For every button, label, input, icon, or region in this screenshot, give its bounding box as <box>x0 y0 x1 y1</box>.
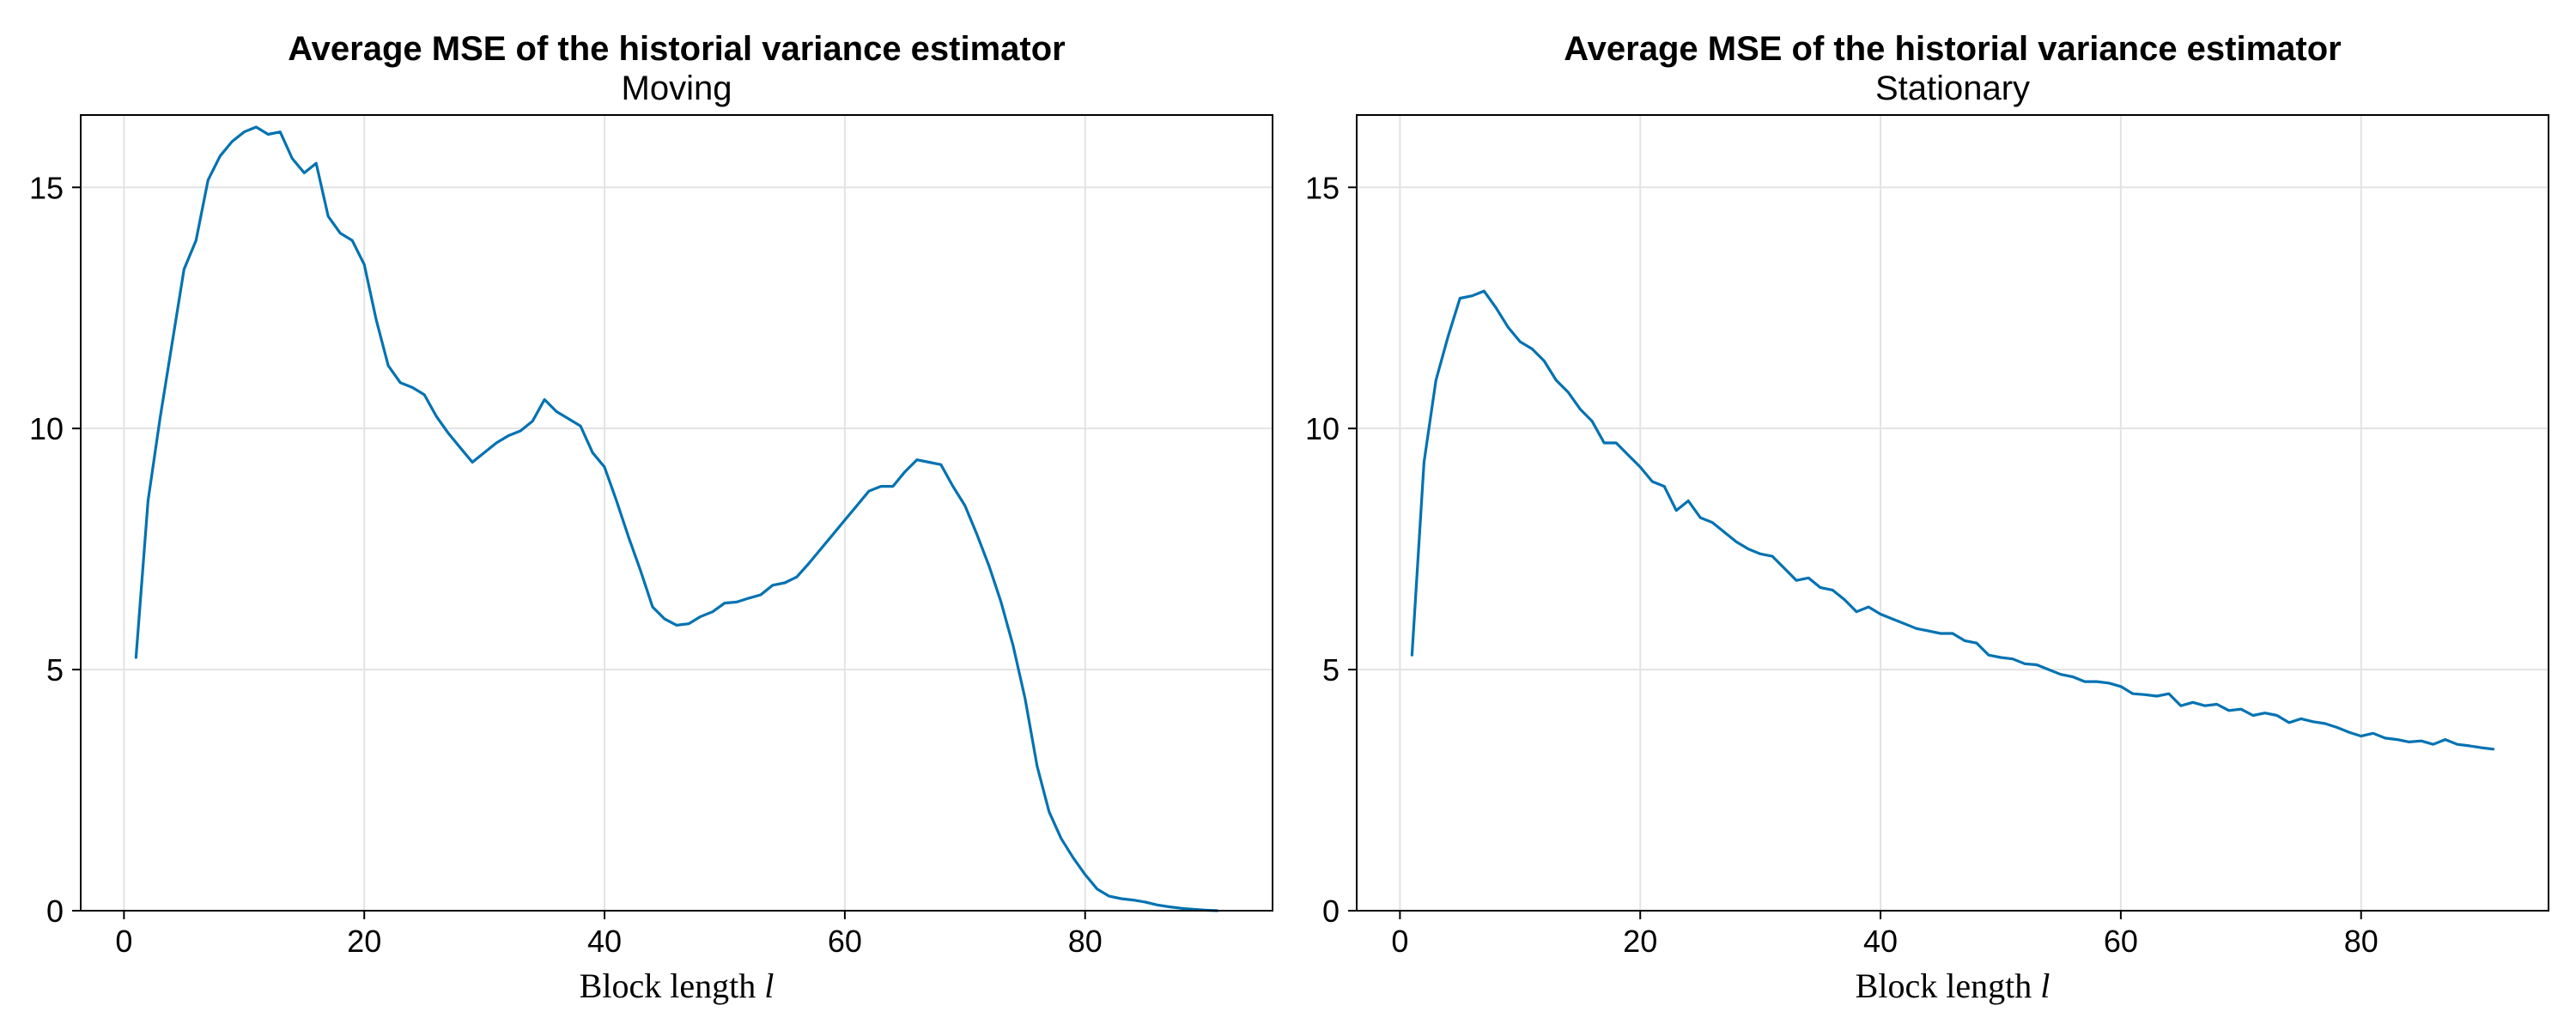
y-tick-label: 15 <box>29 170 64 205</box>
chart-subtitle: Stationary <box>1875 70 2030 107</box>
series-line <box>134 125 1219 912</box>
x-tick-label: 40 <box>1863 924 1898 959</box>
x-axis-label-text: Block length <box>1856 966 2041 1005</box>
x-axis-label-text: Block length <box>580 966 765 1005</box>
y-tick-label: 10 <box>1305 411 1340 446</box>
y-tick-label: 5 <box>1322 652 1340 688</box>
chart-panel-moving: 0 20 40 60 80 0 5 10 15 Average MSE of the histor… <box>29 30 1273 1005</box>
series-line <box>1410 289 2495 751</box>
chart-title: Average MSE of the historial variance es… <box>288 30 1066 68</box>
plot-frame <box>1356 114 2549 912</box>
x-axis-label-variable: l <box>2040 966 2050 1005</box>
y-tick-label: 5 <box>46 652 64 688</box>
y-tick-label: 0 <box>1322 894 1340 929</box>
x-tick-label: 80 <box>2344 924 2379 959</box>
x-tick-label: 20 <box>1623 924 1657 959</box>
x-tick-label: 60 <box>2104 924 2138 959</box>
x-tick-label: 40 <box>587 924 622 959</box>
x-tick-label: 80 <box>1068 924 1103 959</box>
y-tick-label: 0 <box>46 894 64 929</box>
x-axis-label-variable: l <box>764 966 774 1005</box>
chart-panel-stationary: 0 20 40 60 80 0 5 10 15 Average MSE of the histor… <box>1305 30 2549 1005</box>
x-axis-label: Block length l <box>1856 966 2050 1005</box>
x-axis-label: Block length l <box>580 966 775 1005</box>
plot-frame <box>80 114 1273 912</box>
x-tick-label: 0 <box>1391 924 1408 959</box>
y-tick-label: 10 <box>29 411 64 446</box>
y-tick-label: 15 <box>1305 170 1340 205</box>
chart-title: Average MSE of the historial variance es… <box>1564 30 2342 68</box>
x-tick-label: 20 <box>347 924 381 959</box>
chart-subtitle: Moving <box>622 70 732 107</box>
x-tick-label: 0 <box>115 924 132 959</box>
x-tick-label: 60 <box>828 924 862 959</box>
